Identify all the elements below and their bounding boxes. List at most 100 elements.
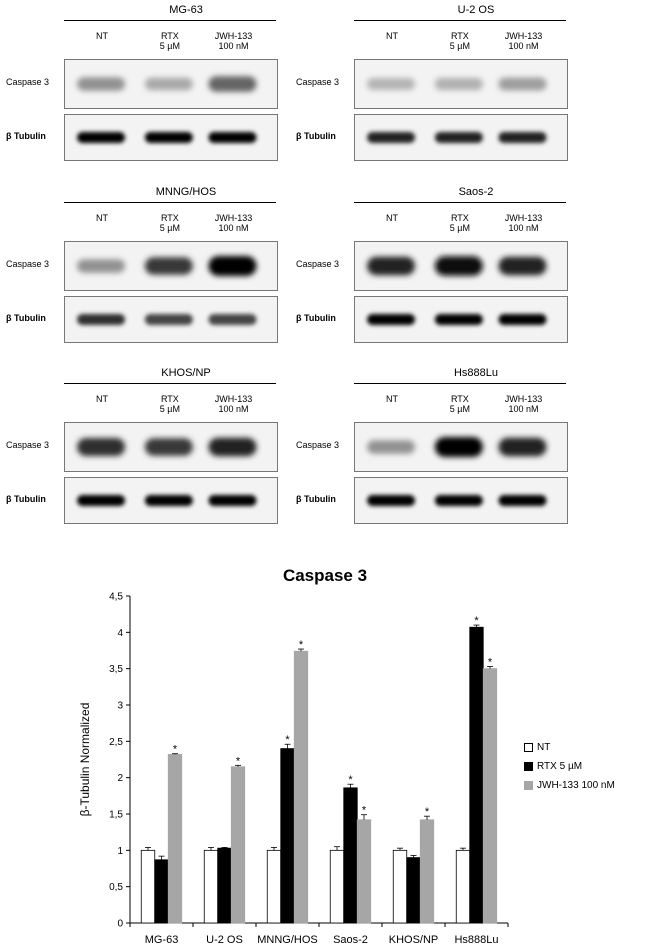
lane-label-line1: RTX bbox=[160, 394, 179, 404]
caspase3-band bbox=[434, 437, 483, 457]
lane-label: RTX 5 µM bbox=[429, 394, 491, 414]
blot-title-rule bbox=[354, 383, 566, 384]
lane-label-line1: NT bbox=[386, 213, 399, 223]
y-tick-label: 4 bbox=[117, 628, 123, 639]
lane-label-line2: 5 µM bbox=[159, 404, 180, 414]
lane-label: JWH-133 100 nM bbox=[202, 394, 264, 414]
tubulin-row-label: β Tubulin bbox=[6, 493, 46, 504]
tubulin-blot bbox=[64, 477, 278, 524]
tubulin-blot bbox=[354, 296, 568, 343]
significance-marker: * bbox=[173, 744, 178, 756]
tubulin-band bbox=[144, 495, 193, 506]
lane-label-line2: 100 nM bbox=[508, 223, 539, 233]
caspase3-row-label: Caspase 3 bbox=[296, 77, 340, 87]
tubulin-band bbox=[77, 132, 126, 143]
lane-label: JWH-133 100 nM bbox=[492, 31, 554, 51]
legend-item-rtx: RTX 5 µM bbox=[524, 757, 615, 776]
lane-label-line1: JWH-133 bbox=[504, 213, 543, 223]
caspase3-row-label: Caspase 3 bbox=[296, 440, 340, 450]
caspase3-band bbox=[498, 437, 547, 457]
y-tick-label: 4,5 bbox=[109, 592, 123, 603]
blot-title: Hs888Lu bbox=[453, 367, 499, 379]
blot-title: KHOS/NP bbox=[161, 367, 211, 379]
significance-marker: * bbox=[488, 656, 493, 668]
blot-title: U-2 OS bbox=[457, 4, 495, 16]
caspase3-band bbox=[144, 77, 193, 91]
blot-title-rule bbox=[354, 202, 566, 203]
bar bbox=[266, 849, 282, 924]
blot-title-rule bbox=[64, 383, 276, 384]
x-tick-label: Hs888Lu bbox=[454, 934, 498, 946]
blot-title-rule bbox=[354, 20, 566, 21]
lane-label-line2: 100 nM bbox=[218, 223, 249, 233]
lane-label-line1: NT bbox=[386, 394, 399, 404]
tubulin-band bbox=[208, 132, 257, 143]
legend-item-jwh: JWH-133 100 nM bbox=[524, 776, 615, 795]
caspase3-blot bbox=[354, 422, 568, 472]
lane-label-line2: 100 nM bbox=[508, 41, 539, 51]
bar bbox=[419, 819, 435, 924]
bar bbox=[455, 849, 471, 924]
caspase3-blot bbox=[354, 59, 568, 109]
bar bbox=[329, 849, 345, 924]
tubulin-row-label: β Tubulin bbox=[296, 493, 336, 504]
bar bbox=[392, 849, 408, 924]
blot-title-rule bbox=[64, 20, 276, 21]
significance-marker: * bbox=[236, 755, 241, 767]
lane-label-line1: RTX bbox=[450, 394, 469, 404]
legend-label-jwh: JWH-133 100 nM bbox=[537, 780, 615, 791]
significance-marker: * bbox=[425, 806, 430, 818]
tubulin-blot bbox=[64, 114, 278, 161]
caspase3-row-label: Caspase 3 bbox=[296, 259, 340, 269]
bar bbox=[167, 754, 183, 924]
lane-label-line2: 100 nM bbox=[218, 41, 249, 51]
lane-label: RTX 5 µM bbox=[429, 213, 491, 233]
bar bbox=[140, 849, 156, 924]
bar bbox=[230, 766, 246, 924]
lane-label: RTX 5 µM bbox=[139, 394, 201, 414]
lane-label-line2: 100 nM bbox=[218, 404, 249, 414]
blot-title: Saos-2 bbox=[458, 186, 494, 198]
lane-label-line2: 5 µM bbox=[159, 223, 180, 233]
legend-swatch-jwh bbox=[524, 781, 533, 790]
lane-label: JWH-133 100 nM bbox=[492, 394, 554, 414]
y-tick-label: 3,5 bbox=[109, 664, 123, 675]
lane-label: NT bbox=[71, 394, 133, 404]
tubulin-band bbox=[367, 314, 416, 325]
lane-label-line1: JWH-133 bbox=[504, 31, 543, 41]
caspase3-blot bbox=[354, 241, 568, 291]
caspase3-blot bbox=[64, 422, 278, 472]
lane-label: NT bbox=[71, 213, 133, 223]
lane-label-line1: NT bbox=[96, 31, 109, 41]
tubulin-band bbox=[434, 495, 483, 506]
y-tick-label: 0 bbox=[117, 919, 123, 930]
legend-label-rtx: RTX 5 µM bbox=[537, 761, 583, 772]
tubulin-row-label: β Tubulin bbox=[6, 312, 46, 323]
significance-marker: * bbox=[362, 805, 367, 817]
tubulin-band bbox=[144, 314, 193, 325]
x-tick-label: U-2 OS bbox=[206, 934, 243, 946]
bar bbox=[217, 847, 232, 924]
caspase3-row-label: Caspase 3 bbox=[6, 440, 50, 450]
bar bbox=[154, 859, 169, 924]
tubulin-band bbox=[367, 495, 416, 506]
lane-label-line1: RTX bbox=[450, 31, 469, 41]
bar bbox=[406, 857, 421, 924]
lane-label-line1: RTX bbox=[160, 31, 179, 41]
tubulin-band bbox=[498, 495, 547, 506]
x-tick-label: MNNG/HOS bbox=[257, 934, 318, 946]
significance-marker: * bbox=[285, 734, 290, 746]
tubulin-blot bbox=[354, 114, 568, 161]
lane-label: NT bbox=[361, 213, 423, 223]
lane-label-line2: 5 µM bbox=[449, 404, 470, 414]
lane-label: NT bbox=[361, 31, 423, 41]
caspase3-band bbox=[77, 438, 126, 456]
lane-label-line1: RTX bbox=[160, 213, 179, 223]
tubulin-band bbox=[434, 314, 483, 325]
bar bbox=[482, 668, 498, 924]
caspase3-band bbox=[77, 77, 126, 91]
caspase3-band bbox=[367, 256, 416, 276]
lane-label-line2: 100 nM bbox=[508, 404, 539, 414]
